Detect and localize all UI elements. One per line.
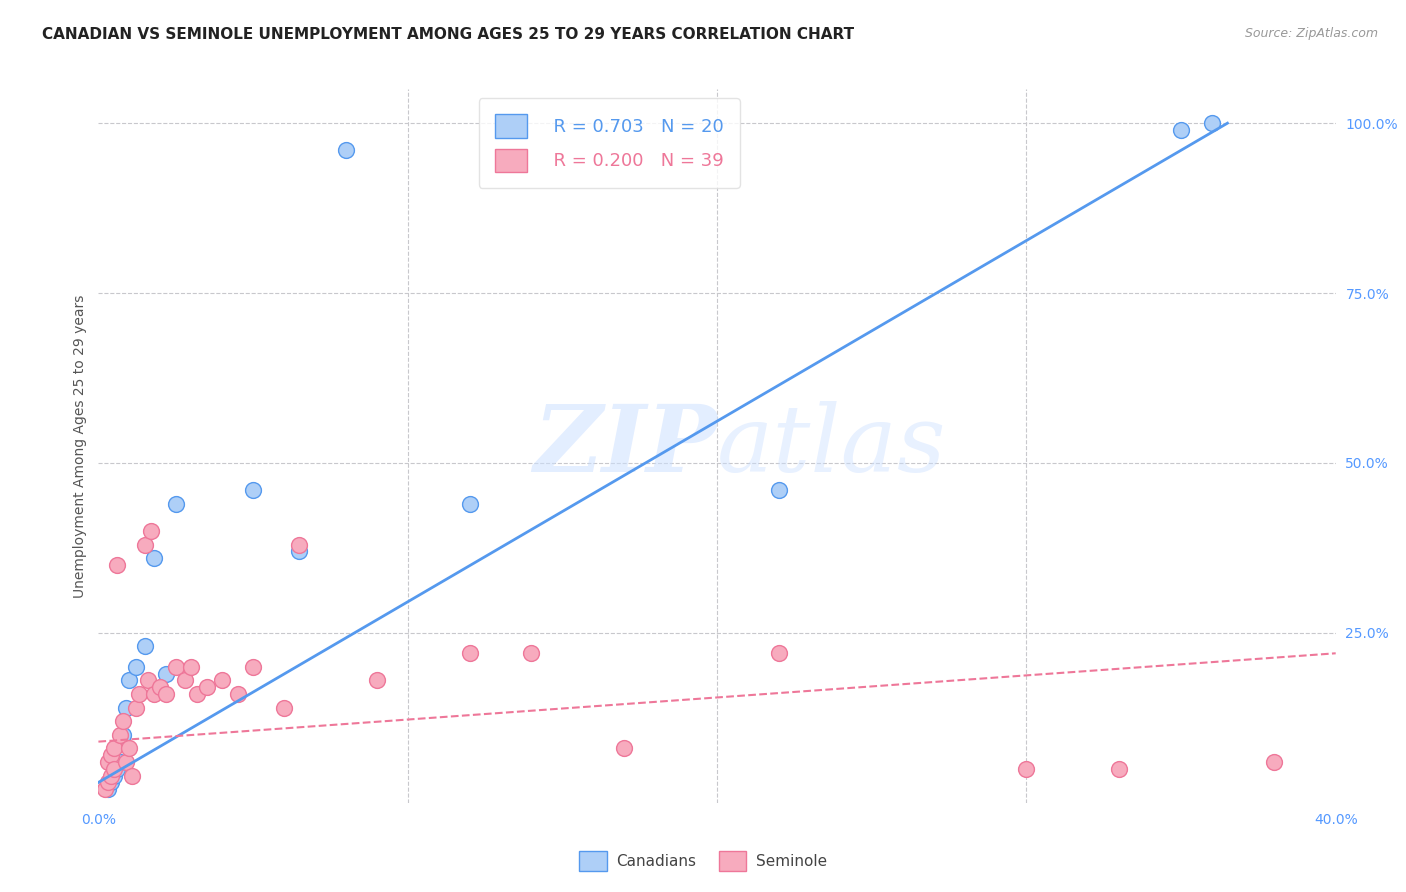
Point [108,755,131,769]
Point [118,741,141,756]
Point [134,640,156,654]
Legend: Canadians, Seminole: Canadians, Seminole [574,845,832,877]
Point [103,741,125,756]
Legend:   R = 0.703   N = 20,   R = 0.200   N = 39: R = 0.703 N = 20, R = 0.200 N = 39 [478,98,740,188]
Text: Source: ZipAtlas.com: Source: ZipAtlas.com [1244,27,1378,40]
Point [195,680,218,694]
Point [100,769,122,783]
Point [242,660,264,674]
Point [458,497,481,511]
Point [155,687,177,701]
Point [288,544,311,558]
Point [155,666,177,681]
Point [1015,762,1038,776]
Point [1108,762,1130,776]
Point [128,687,150,701]
Point [115,755,138,769]
Point [103,769,125,783]
Point [124,700,146,714]
Point [242,483,264,498]
Point [100,775,122,789]
Point [112,728,135,742]
Point [288,537,311,551]
Point [149,680,172,694]
Point [165,660,187,674]
Point [226,687,249,701]
Point [458,646,481,660]
Point [1201,116,1223,130]
Point [520,646,543,660]
Point [613,741,636,756]
Point [93,782,115,797]
Point [1170,123,1192,137]
Point [768,646,790,660]
Point [97,775,120,789]
Point [100,748,122,763]
Point [136,673,159,688]
Point [335,144,357,158]
Point [211,673,233,688]
Point [180,660,202,674]
Point [112,714,135,729]
Point [273,700,295,714]
Text: atlas: atlas [717,401,946,491]
Point [118,673,141,688]
Point [105,558,128,572]
Point [115,700,138,714]
Point [186,687,208,701]
Point [105,762,128,776]
Point [165,497,187,511]
Point [1263,755,1285,769]
Y-axis label: Unemployment Among Ages 25 to 29 years: Unemployment Among Ages 25 to 29 years [73,294,87,598]
Point [124,660,146,674]
Text: CANADIAN VS SEMINOLE UNEMPLOYMENT AMONG AGES 25 TO 29 YEARS CORRELATION CHART: CANADIAN VS SEMINOLE UNEMPLOYMENT AMONG … [42,27,855,42]
Point [143,551,166,566]
Point [97,782,120,797]
Point [134,537,156,551]
Point [366,673,388,688]
Text: ZIP: ZIP [533,401,717,491]
Point [103,762,125,776]
Point [143,687,166,701]
Point [139,524,162,538]
Point [121,769,143,783]
Point [97,755,120,769]
Point [768,483,790,498]
Point [174,673,197,688]
Point [108,728,131,742]
